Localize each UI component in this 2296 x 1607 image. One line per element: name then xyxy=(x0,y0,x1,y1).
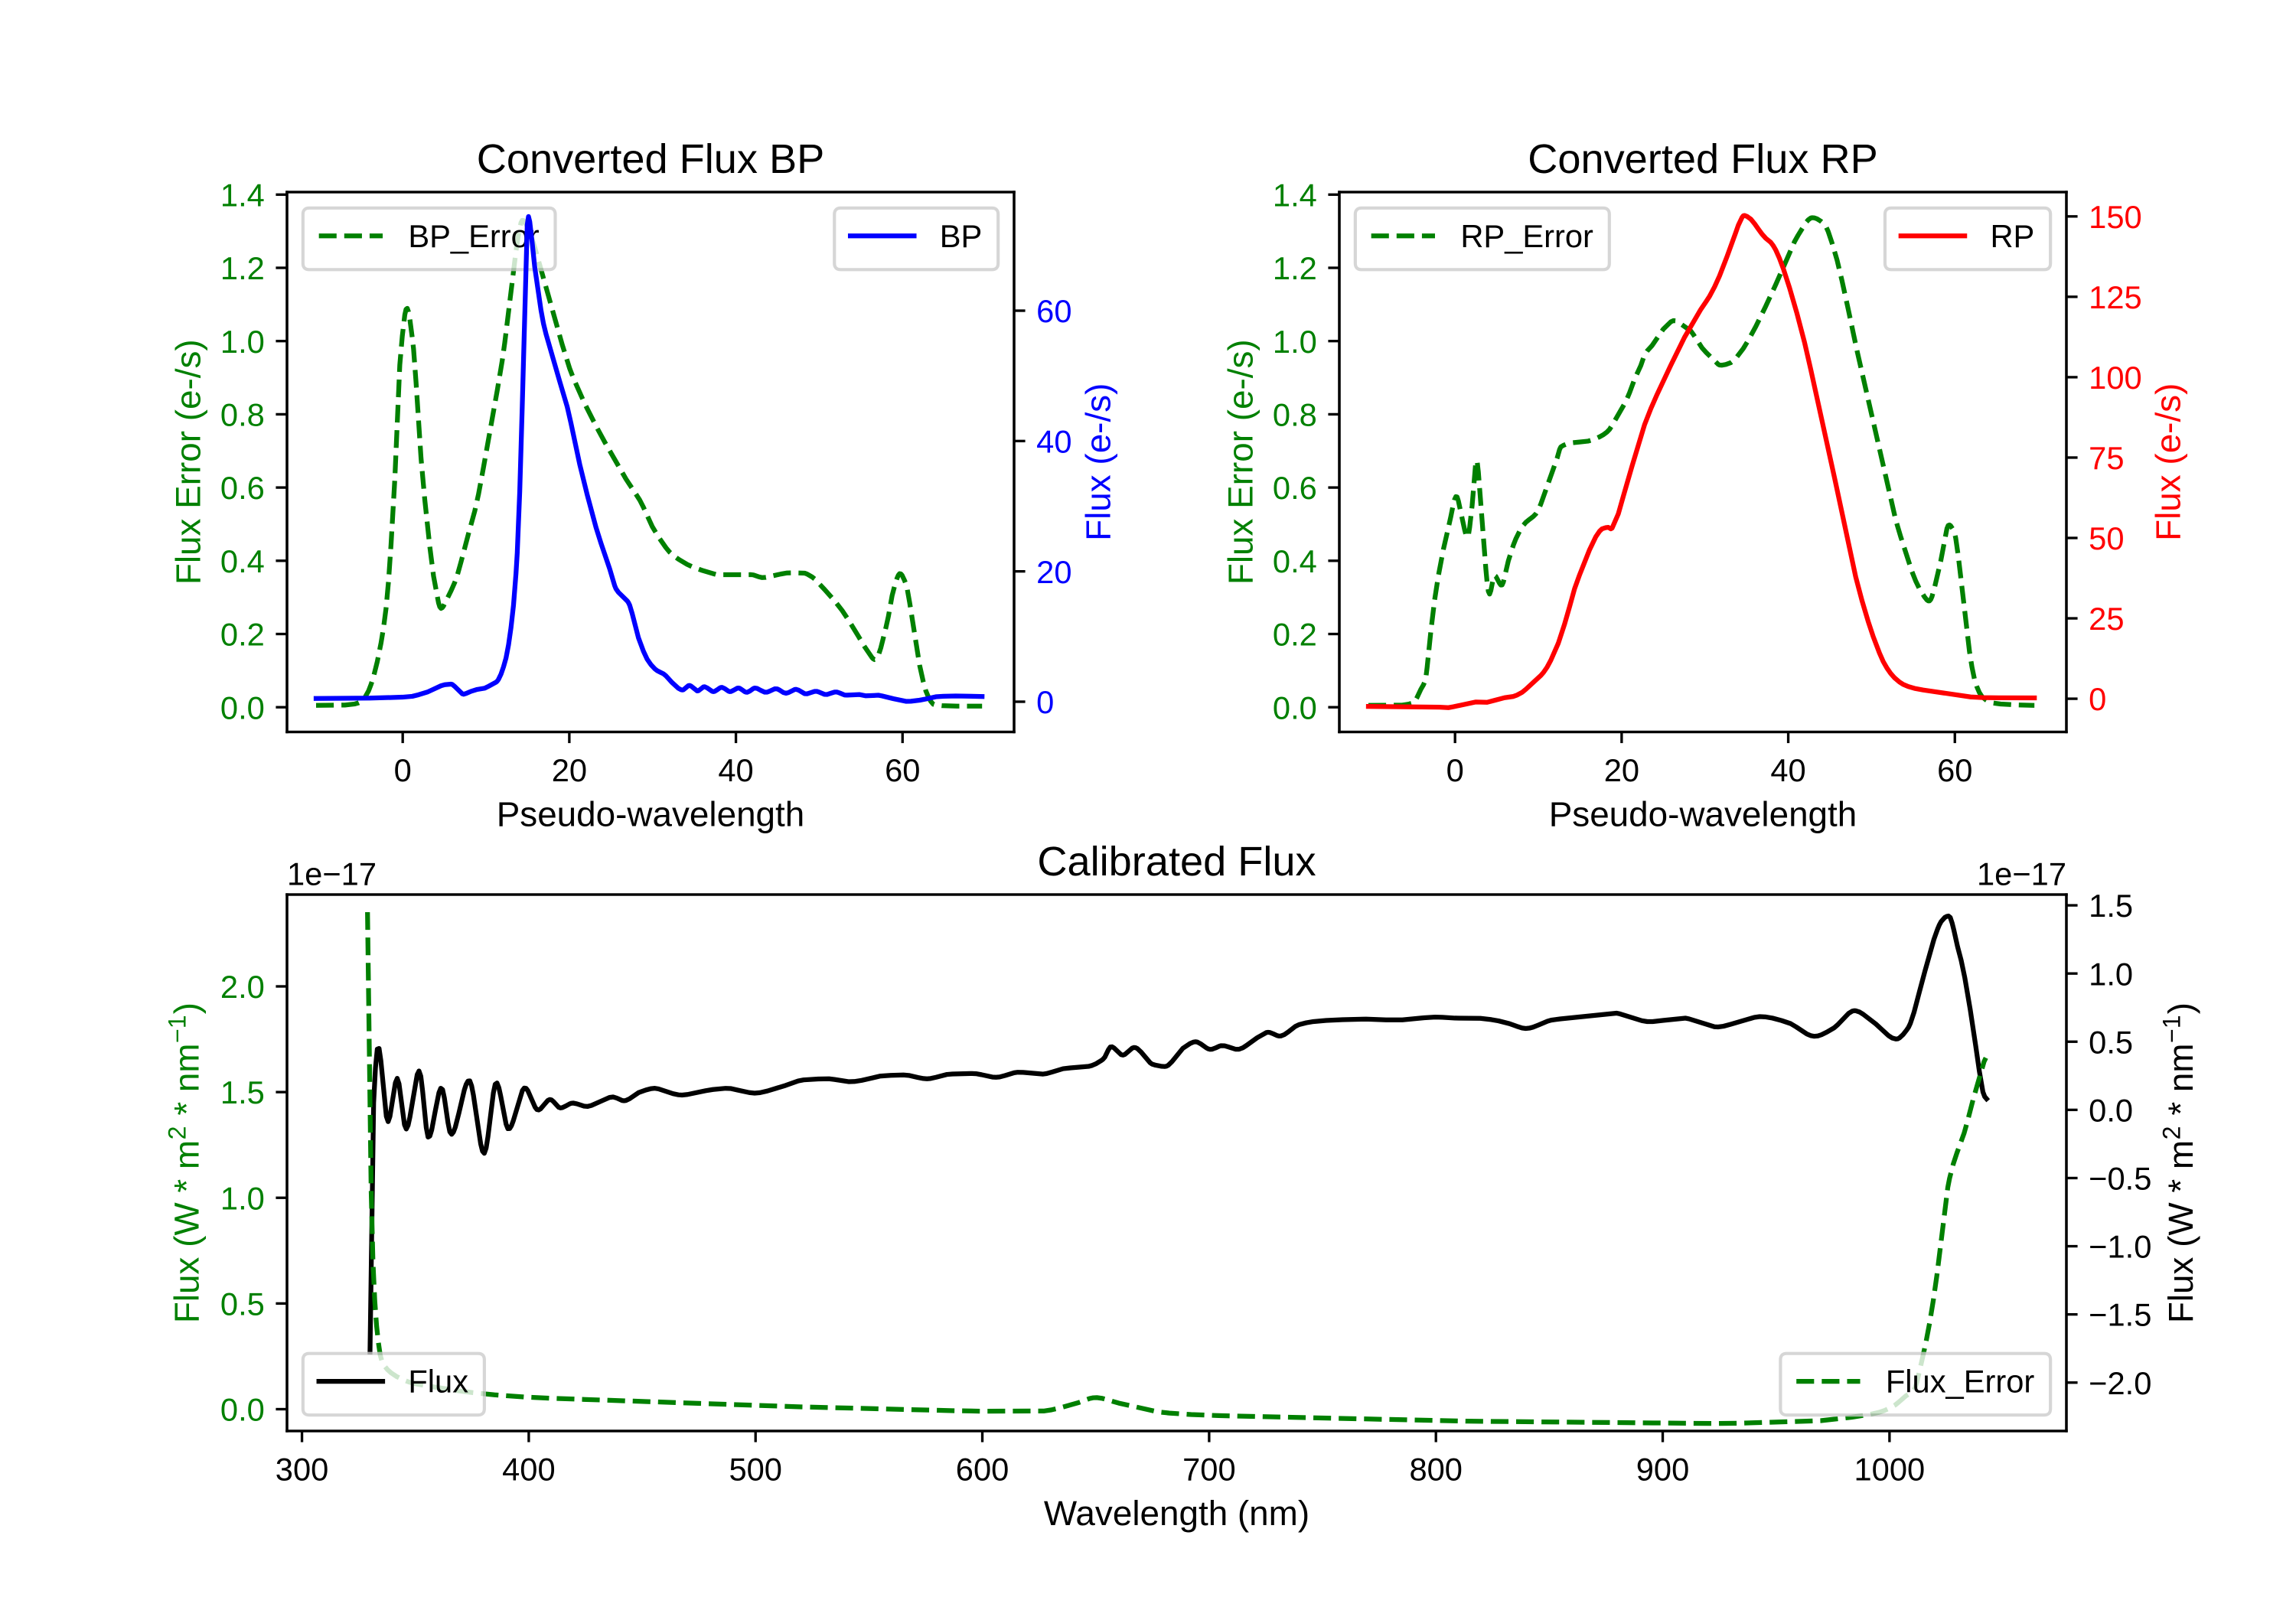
svg-text:2.0: 2.0 xyxy=(220,969,265,1005)
svg-text:500: 500 xyxy=(729,1451,782,1487)
svg-text:1.4: 1.4 xyxy=(1273,177,1317,213)
svg-text:0: 0 xyxy=(1036,684,1054,720)
svg-text:300: 300 xyxy=(276,1451,329,1487)
svg-text:40: 40 xyxy=(718,752,753,788)
svg-text:25: 25 xyxy=(2089,601,2124,637)
svg-text:1.0: 1.0 xyxy=(220,324,265,360)
svg-text:20: 20 xyxy=(1036,554,1071,590)
svg-text:Flux: Flux xyxy=(408,1364,468,1400)
svg-text:1.0: 1.0 xyxy=(2089,956,2133,992)
svg-text:600: 600 xyxy=(956,1451,1009,1487)
svg-text:20: 20 xyxy=(1604,752,1639,788)
svg-text:Calibrated Flux: Calibrated Flux xyxy=(1037,839,1316,885)
svg-text:0: 0 xyxy=(1446,752,1464,788)
svg-text:40: 40 xyxy=(1036,423,1071,459)
svg-text:0: 0 xyxy=(2089,681,2106,717)
svg-text:1e−17: 1e−17 xyxy=(1977,856,2066,892)
svg-text:800: 800 xyxy=(1409,1451,1463,1487)
svg-text:1.5: 1.5 xyxy=(2089,888,2133,924)
svg-text:150: 150 xyxy=(2089,199,2142,235)
svg-text:0.5: 0.5 xyxy=(220,1286,265,1322)
svg-text:0.0: 0.0 xyxy=(1273,689,1317,725)
svg-text:Flux (e-/s): Flux (e-/s) xyxy=(1078,383,1117,541)
svg-text:50: 50 xyxy=(2089,520,2124,556)
svg-text:100: 100 xyxy=(2089,360,2142,396)
svg-text:0.8: 0.8 xyxy=(220,396,265,432)
svg-text:1000: 1000 xyxy=(1854,1451,1926,1487)
svg-text:1.4: 1.4 xyxy=(220,177,265,213)
svg-text:1.2: 1.2 xyxy=(1273,250,1317,286)
svg-text:Flux (e-/s): Flux (e-/s) xyxy=(2149,383,2188,541)
svg-text:0.0: 0.0 xyxy=(220,689,265,725)
svg-text:BP_Error: BP_Error xyxy=(408,218,539,254)
svg-text:−1.0: −1.0 xyxy=(2089,1229,2151,1265)
svg-text:60: 60 xyxy=(1937,752,1972,788)
svg-text:400: 400 xyxy=(502,1451,556,1487)
svg-text:F l u x: F l u x ( W * m * n m ) 2 − 1 xyxy=(140,988,210,1323)
svg-text:RP: RP xyxy=(1990,218,2034,254)
svg-text:700: 700 xyxy=(1182,1451,1236,1487)
svg-text:60: 60 xyxy=(1036,293,1071,329)
svg-text:−2.0: −2.0 xyxy=(2089,1365,2151,1401)
svg-text:1.2: 1.2 xyxy=(220,250,265,286)
svg-text:1.5: 1.5 xyxy=(220,1074,265,1110)
svg-text:40: 40 xyxy=(1770,752,1805,788)
svg-text:0.2: 0.2 xyxy=(220,617,265,653)
svg-text:1.0: 1.0 xyxy=(220,1180,265,1216)
svg-text:Pseudo-wavelength: Pseudo-wavelength xyxy=(1549,794,1857,833)
svg-text:Converted Flux RP: Converted Flux RP xyxy=(1528,136,1877,182)
svg-text:Flux_Error: Flux_Error xyxy=(1886,1364,2035,1400)
svg-text:900: 900 xyxy=(1636,1451,1690,1487)
svg-text:0.0: 0.0 xyxy=(2089,1092,2133,1128)
svg-text:Flux Error (e-/s): Flux Error (e-/s) xyxy=(169,339,208,585)
svg-text:−0.5: −0.5 xyxy=(2089,1161,2151,1197)
svg-text:0.6: 0.6 xyxy=(1273,470,1317,506)
svg-text:F l u x: F l u x ( W * m * n m ) 2 − 1 xyxy=(2135,988,2204,1323)
svg-text:0.2: 0.2 xyxy=(1273,617,1317,653)
svg-text:60: 60 xyxy=(885,752,920,788)
svg-text:0.6: 0.6 xyxy=(220,470,265,506)
svg-text:0.4: 0.4 xyxy=(220,543,265,579)
svg-text:0: 0 xyxy=(394,752,412,788)
svg-text:Converted Flux BP: Converted Flux BP xyxy=(477,136,825,182)
svg-text:0.5: 0.5 xyxy=(2089,1024,2133,1060)
svg-text:−1.5: −1.5 xyxy=(2089,1297,2151,1333)
svg-text:1e−17: 1e−17 xyxy=(287,856,377,892)
svg-text:0.0: 0.0 xyxy=(220,1392,265,1428)
svg-text:1.0: 1.0 xyxy=(1273,324,1317,360)
svg-text:RP_Error: RP_Error xyxy=(1460,218,1593,254)
svg-text:75: 75 xyxy=(2089,440,2124,476)
svg-text:20: 20 xyxy=(552,752,587,788)
svg-text:BP: BP xyxy=(940,218,983,254)
svg-text:Pseudo-wavelength: Pseudo-wavelength xyxy=(497,794,805,833)
svg-text:0.8: 0.8 xyxy=(1273,396,1317,432)
svg-text:0.4: 0.4 xyxy=(1273,543,1317,579)
svg-text:125: 125 xyxy=(2089,279,2142,315)
svg-text:Wavelength (nm): Wavelength (nm) xyxy=(1044,1494,1309,1533)
svg-text:Flux Error (e-/s): Flux Error (e-/s) xyxy=(1221,339,1261,585)
